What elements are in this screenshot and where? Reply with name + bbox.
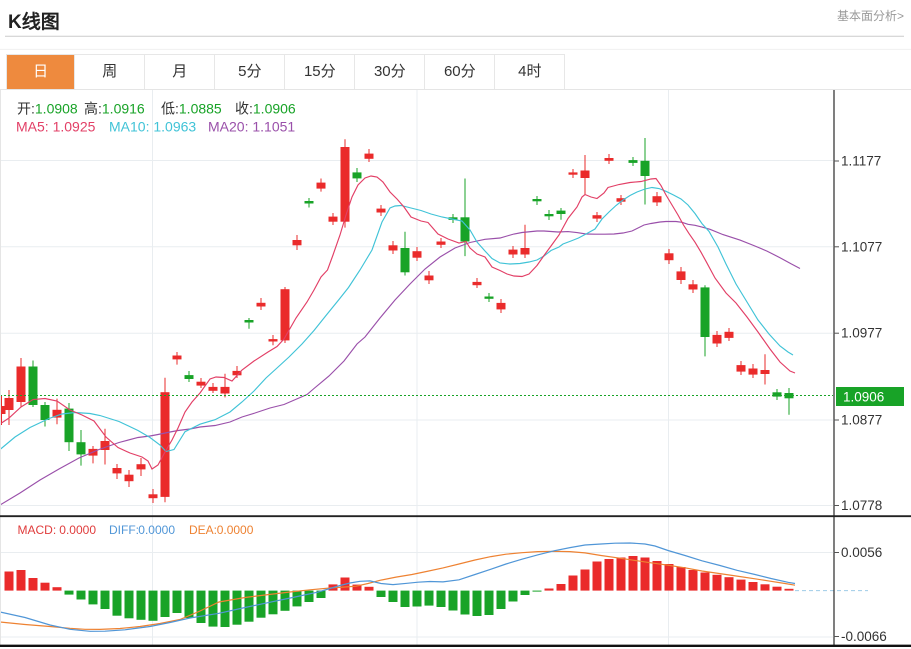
svg-text:1.0778: 1.0778 [841,498,882,513]
svg-text:1.0977: 1.0977 [841,326,882,341]
svg-text:0.0056: 0.0056 [841,545,882,560]
svg-text:1.1077: 1.1077 [841,239,882,254]
svg-text:1.0906: 1.0906 [843,390,884,405]
svg-text:-0.0066: -0.0066 [841,629,887,644]
svg-text:1.0877: 1.0877 [841,413,882,428]
svg-text:1.1177: 1.1177 [841,154,881,169]
